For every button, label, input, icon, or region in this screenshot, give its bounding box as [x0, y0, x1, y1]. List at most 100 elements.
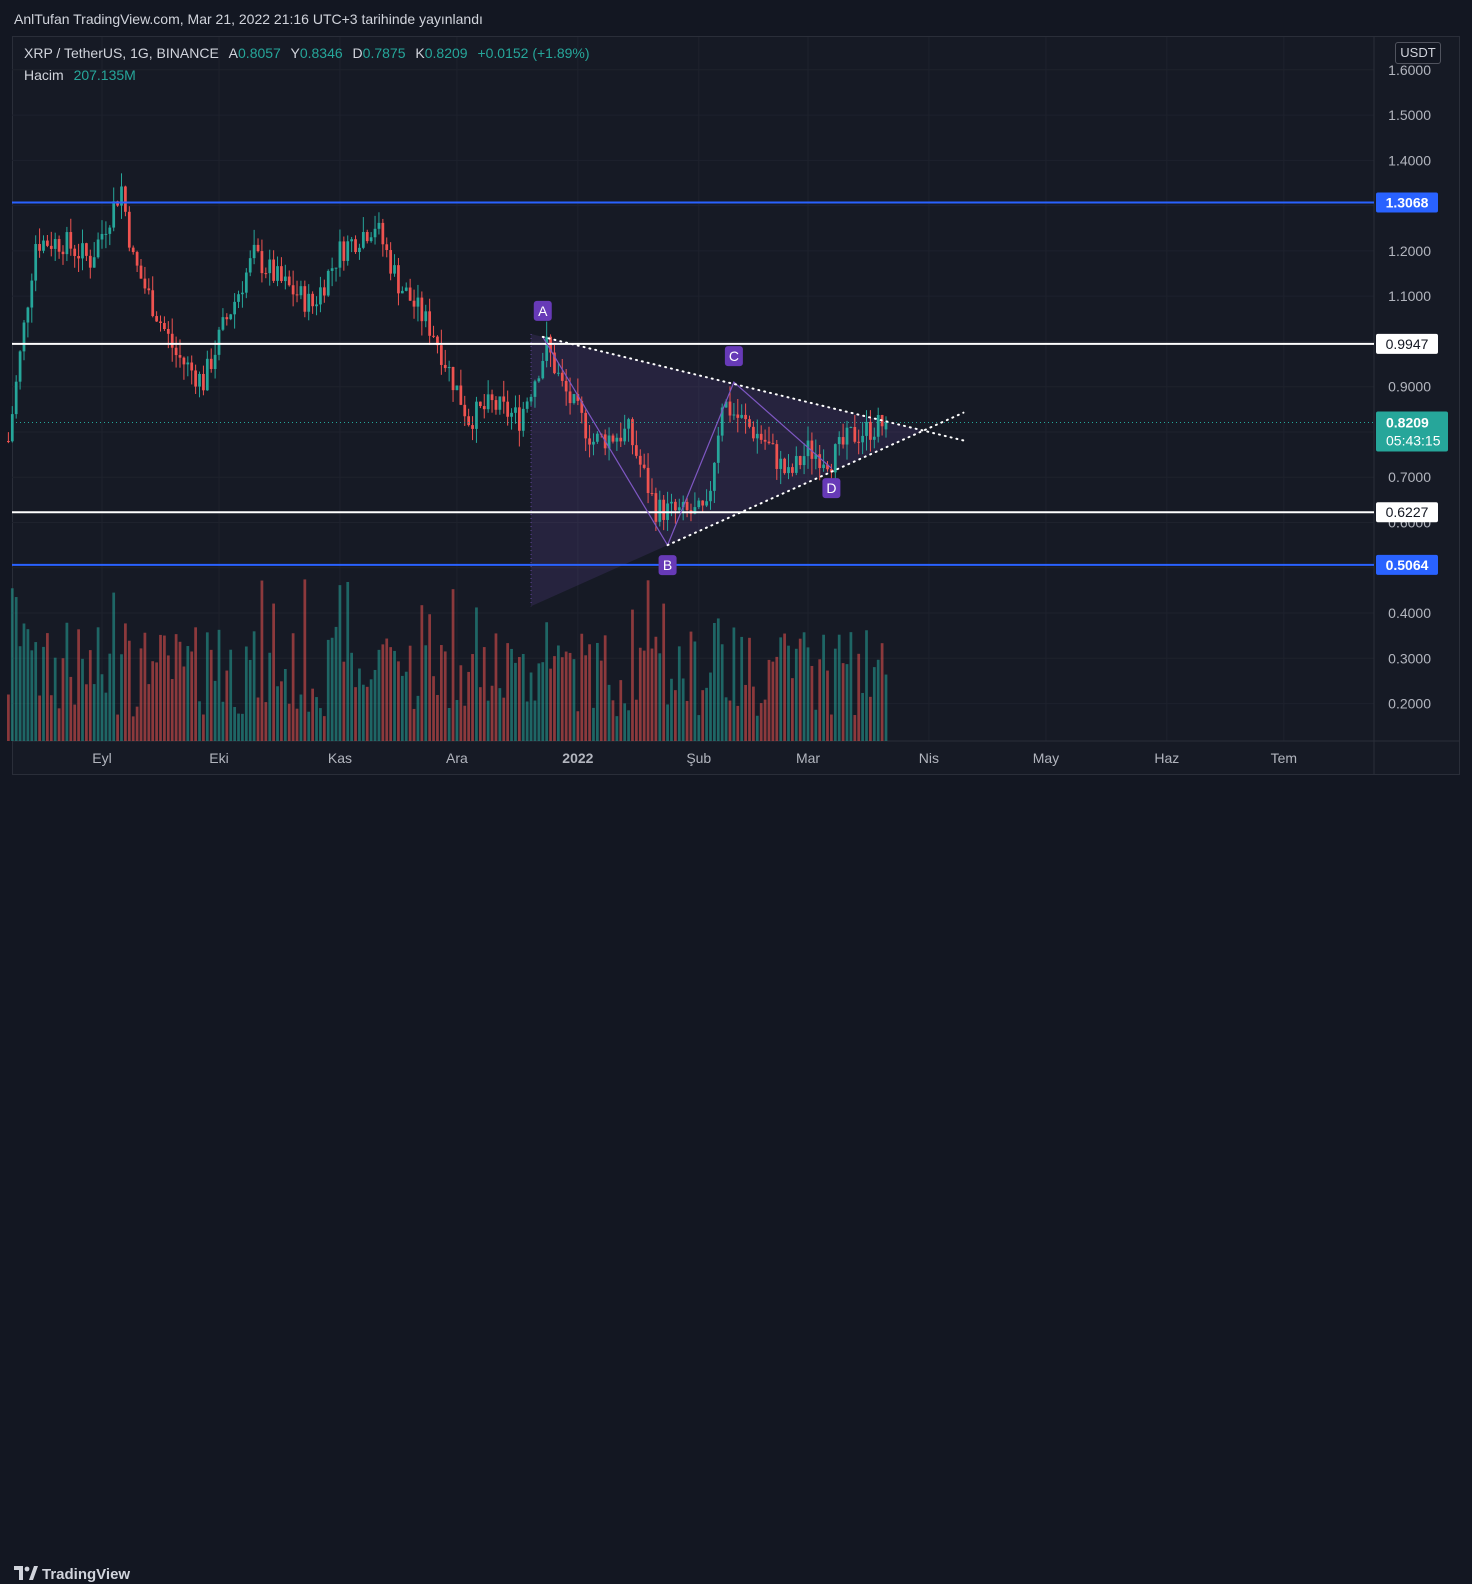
- volume-bar: [471, 654, 474, 741]
- candle-body: [389, 250, 393, 274]
- volume-bar: [291, 633, 295, 741]
- candle-body: [385, 244, 389, 251]
- volume-bar: [358, 668, 361, 741]
- volume-bar: [584, 655, 588, 741]
- volume-bar: [467, 671, 471, 741]
- candle-body: [705, 501, 708, 506]
- volume-bar: [241, 713, 244, 741]
- candle-body: [517, 407, 521, 431]
- candle-body: [124, 186, 127, 212]
- candle-body: [202, 373, 205, 391]
- low-label: D: [352, 45, 363, 61]
- volume-value: 207.135M: [73, 67, 136, 83]
- volume-bar: [744, 684, 747, 741]
- volume-bar: [580, 633, 584, 741]
- volume-bar: [490, 685, 494, 741]
- high-label: Y: [290, 45, 300, 61]
- volume-bar: [436, 694, 439, 741]
- volume-bar: [564, 651, 568, 741]
- volume-bar: [163, 635, 166, 741]
- volume-bar: [88, 650, 92, 741]
- volume-bar: [779, 637, 783, 741]
- candle-body: [248, 258, 252, 273]
- tradingview-logo[interactable]: TradingView: [14, 1566, 130, 1583]
- candle-body: [724, 401, 728, 408]
- volume-bar: [233, 707, 236, 741]
- candle-body: [65, 232, 69, 255]
- candle-body: [69, 232, 73, 249]
- candle-body: [576, 394, 580, 401]
- candle-body: [553, 352, 556, 374]
- candle-body: [514, 407, 517, 413]
- candle-body: [482, 406, 486, 410]
- volume-bar: [194, 627, 197, 741]
- candle-body: [424, 311, 428, 322]
- volume-bar: [822, 634, 825, 741]
- currency-button[interactable]: USDT: [1395, 42, 1441, 64]
- volume-bar: [139, 648, 143, 741]
- candle-body: [38, 244, 41, 251]
- candle-body: [319, 287, 322, 305]
- volume-bar: [599, 660, 603, 741]
- candle-body: [759, 433, 763, 440]
- candle-body: [198, 373, 201, 387]
- triangle-lower-line: [666, 411, 965, 547]
- pattern-point-badge: [658, 555, 677, 576]
- candle-body: [120, 186, 123, 206]
- volume-bar: [740, 636, 744, 741]
- volume-bar: [826, 670, 829, 741]
- candle-body: [209, 358, 213, 370]
- volume-bar: [693, 641, 697, 741]
- candle-body: [537, 378, 541, 382]
- price-chart[interactable]: 1.60001.50001.40001.30001.20001.10001.00…: [0, 0, 1472, 820]
- volume-bar: [752, 686, 755, 741]
- volume-bar: [81, 658, 84, 741]
- volume-bar: [315, 697, 318, 741]
- candle-body: [794, 456, 798, 473]
- volume-bar: [525, 701, 529, 741]
- candle-body: [677, 507, 681, 511]
- candle-body: [22, 322, 26, 352]
- candle-body: [127, 211, 131, 248]
- volume-bar: [303, 579, 307, 741]
- volume-bar: [833, 648, 837, 741]
- candle-body: [732, 414, 736, 416]
- volume-bar: [252, 631, 256, 741]
- y-tick-label: 0.2000: [1388, 696, 1431, 712]
- volume-bar: [541, 662, 545, 741]
- symbol-label[interactable]: XRP / TetherUS, 1G, BINANCE: [24, 45, 219, 61]
- x-tick-label: Ara: [446, 750, 468, 766]
- candle-body: [451, 366, 455, 391]
- volume-bar: [61, 658, 65, 741]
- candle-body: [763, 439, 767, 442]
- pattern-point-badge: [724, 346, 743, 367]
- candle-body: [506, 401, 510, 417]
- volume-bar: [837, 634, 841, 741]
- candle-body: [736, 414, 740, 418]
- volume-bar: [373, 669, 377, 741]
- volume-bar: [705, 687, 708, 741]
- volume-bar: [670, 678, 673, 741]
- volume-bar: [650, 648, 654, 741]
- y-tick-label: 1.2000: [1388, 243, 1431, 259]
- candle-body: [350, 239, 354, 242]
- candle-body: [646, 467, 650, 494]
- candle-body: [654, 493, 658, 522]
- candle-body: [315, 304, 318, 307]
- volume-bar: [814, 709, 818, 741]
- volume-bar: [549, 668, 552, 741]
- x-tick-label: Eki: [209, 750, 228, 766]
- volume-bar: [568, 652, 572, 741]
- volume-bar: [798, 638, 802, 741]
- candle-body: [861, 435, 864, 443]
- volume-bar: [330, 637, 334, 741]
- candle-body: [131, 247, 135, 253]
- candle-body: [420, 297, 424, 322]
- volume-bar: [85, 684, 88, 741]
- candle-body: [377, 222, 381, 229]
- volume-bar: [787, 645, 790, 741]
- volume-bar: [342, 661, 346, 741]
- volume-bar: [256, 697, 260, 741]
- volume-bar: [319, 708, 322, 741]
- grid-lines: [12, 37, 1374, 741]
